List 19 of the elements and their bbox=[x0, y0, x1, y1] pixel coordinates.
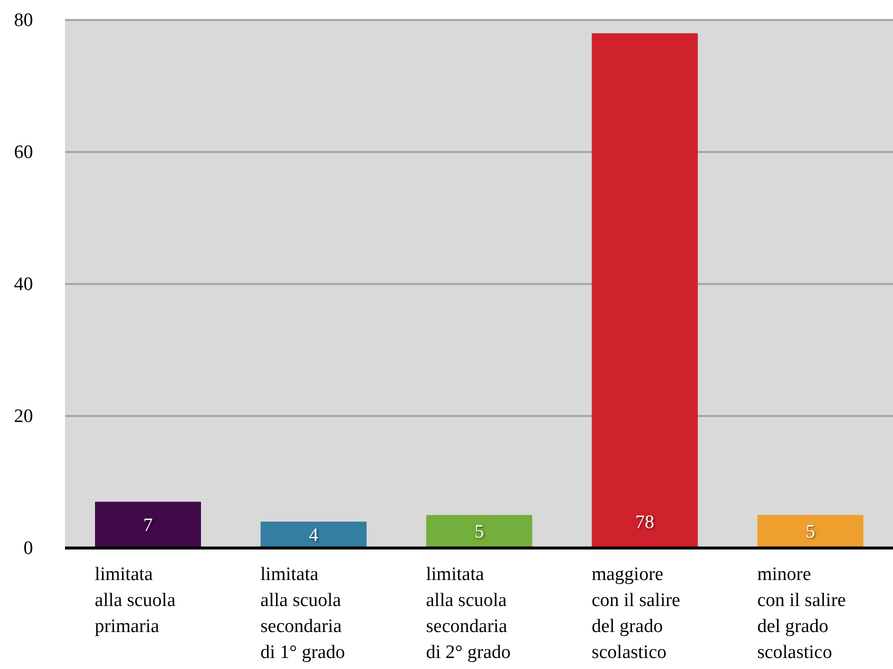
data-label: 5 bbox=[474, 522, 484, 542]
x-tick-label: limitata alla scuola primaria bbox=[94, 564, 176, 637]
x-tick-label: limitata alla scuola secondaria di 1° grado bbox=[260, 564, 346, 663]
bar bbox=[426, 515, 532, 548]
x-tick-label: limitata alla scuola secondaria di 2° grado bbox=[426, 564, 511, 663]
y-tick-label: 60 bbox=[14, 142, 33, 163]
y-tick-label: 80 bbox=[14, 10, 33, 31]
bar bbox=[757, 515, 864, 548]
bar bbox=[95, 502, 201, 548]
data-label: 5 bbox=[806, 522, 816, 542]
y-tick-label: 20 bbox=[14, 406, 33, 427]
data-label: 78 bbox=[635, 512, 654, 533]
bar bbox=[592, 33, 698, 548]
data-label: 7 bbox=[143, 514, 153, 536]
x-tick-label: minore con il salire del grado scolastico bbox=[757, 564, 846, 663]
y-tick-label: 40 bbox=[14, 274, 33, 295]
y-tick-label: 0 bbox=[24, 538, 33, 559]
x-tick-label: maggiore con il salire del grado scolastico bbox=[592, 564, 680, 663]
data-label: 4 bbox=[308, 524, 319, 546]
